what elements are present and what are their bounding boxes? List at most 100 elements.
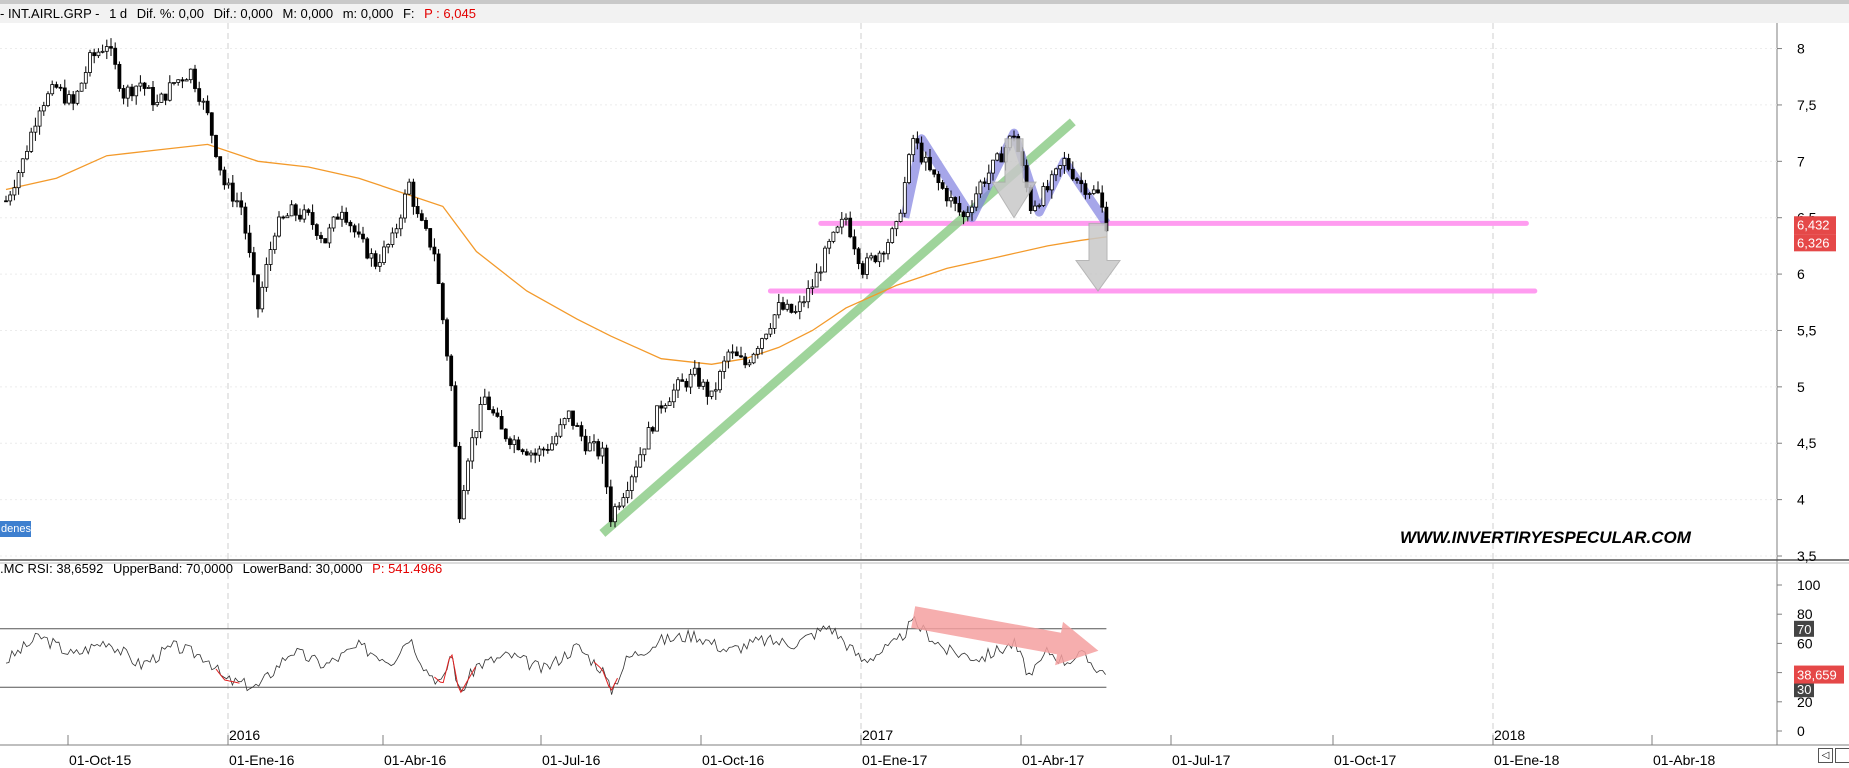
candle-body	[604, 447, 609, 488]
candle-body	[335, 216, 340, 220]
candle-body	[352, 225, 357, 233]
candle-body	[608, 486, 613, 523]
candle-body	[747, 362, 752, 366]
candle-body	[411, 181, 416, 207]
price-tick-label: 5	[1797, 379, 1805, 395]
candle-body	[869, 255, 874, 259]
candle-body	[1079, 180, 1084, 185]
min-label: m: 0,000	[342, 6, 394, 21]
candle-body	[663, 405, 668, 409]
candle-body	[751, 353, 756, 364]
candle-body	[16, 172, 21, 189]
candle-body	[1049, 174, 1054, 191]
candle-body	[533, 452, 538, 456]
candle-body	[944, 188, 949, 202]
candle-body	[37, 110, 42, 127]
candle-body	[554, 435, 559, 445]
candle-body	[684, 381, 689, 388]
candle-body	[865, 257, 869, 275]
rsi-tick-label: 20	[1797, 694, 1813, 710]
candle-body	[848, 217, 853, 238]
candle-body	[285, 215, 290, 219]
candle-body	[503, 428, 508, 440]
candle-body	[709, 390, 714, 397]
candle-body	[902, 182, 907, 214]
price-label: P : 6,045	[424, 6, 476, 21]
candle-body	[676, 379, 680, 391]
x-tick-label: 01-Ene-18	[1494, 752, 1560, 768]
candle-body	[953, 197, 958, 204]
candle-body	[331, 216, 336, 229]
x-tick-label: 01-Jul-17	[1172, 752, 1231, 768]
candle-body	[541, 448, 546, 451]
candle-body	[432, 246, 437, 255]
candle-body	[755, 348, 760, 355]
candle-body	[20, 158, 25, 173]
candle-body	[995, 153, 1000, 161]
orders-badge[interactable]: denes	[0, 521, 31, 537]
candle-body	[516, 439, 521, 451]
candle-body	[713, 389, 718, 392]
candle-body	[54, 84, 59, 88]
candle-body	[474, 431, 479, 439]
candle-body	[1062, 158, 1067, 167]
candle-body	[688, 373, 693, 388]
dif-pct-label: Dif. %: 0,00	[136, 6, 204, 21]
candle-body	[96, 51, 101, 57]
candle-body	[638, 454, 643, 468]
candle-body	[277, 216, 281, 237]
candle-body	[466, 460, 470, 491]
candle-body	[482, 396, 487, 405]
candle-body	[92, 52, 97, 57]
rsi-panel	[0, 606, 1107, 695]
candle-body	[499, 416, 504, 430]
candle-body	[239, 200, 244, 208]
candle-body	[587, 442, 592, 452]
candle-body	[184, 79, 189, 82]
candle-body	[251, 252, 256, 276]
candle-body	[949, 197, 953, 202]
scroll-left-button[interactable]: ◁	[1818, 748, 1833, 763]
candle-body	[33, 125, 38, 133]
candle-body	[197, 88, 202, 102]
candle-body	[856, 248, 861, 265]
candle-body	[146, 87, 151, 89]
candle-body	[319, 235, 323, 239]
rsi-upper-badge-text: 70	[1797, 622, 1811, 637]
layout-grid-button[interactable]	[1835, 748, 1849, 763]
candle-body	[806, 288, 811, 303]
candle-body	[886, 242, 890, 255]
symbol-label: - INT.AIRL.GRP -	[0, 6, 100, 21]
candle-body	[247, 232, 252, 254]
candle-body	[932, 169, 937, 175]
x-tick-label: 01-Ene-17	[862, 752, 928, 768]
rsi-trend-arrow	[911, 606, 1099, 666]
candle-body	[1037, 205, 1042, 207]
candle-body	[461, 490, 466, 520]
candle-body	[71, 94, 76, 104]
candle-body	[583, 435, 588, 452]
candle-body	[272, 235, 277, 250]
price-tick-label: 3,5	[1797, 548, 1817, 564]
candle-body	[520, 449, 525, 453]
candle-body	[382, 246, 386, 263]
candle-body	[113, 47, 118, 65]
candle-body	[566, 410, 571, 419]
candle-body	[797, 301, 802, 312]
candle-body	[890, 228, 895, 243]
candle-body	[524, 451, 529, 456]
candle-body	[655, 405, 659, 432]
candle-body	[781, 302, 785, 310]
candle-body	[323, 238, 328, 244]
candle-body	[340, 211, 344, 220]
candle-body	[306, 209, 311, 213]
candle-body	[398, 217, 403, 230]
candle-body	[407, 181, 412, 195]
candle-body	[991, 159, 995, 174]
candle-body	[218, 156, 223, 171]
x-tick-label: 01-Abr-17	[1022, 752, 1084, 768]
candle-body	[634, 466, 638, 478]
candle-body	[386, 244, 391, 248]
candle-body	[839, 218, 844, 228]
